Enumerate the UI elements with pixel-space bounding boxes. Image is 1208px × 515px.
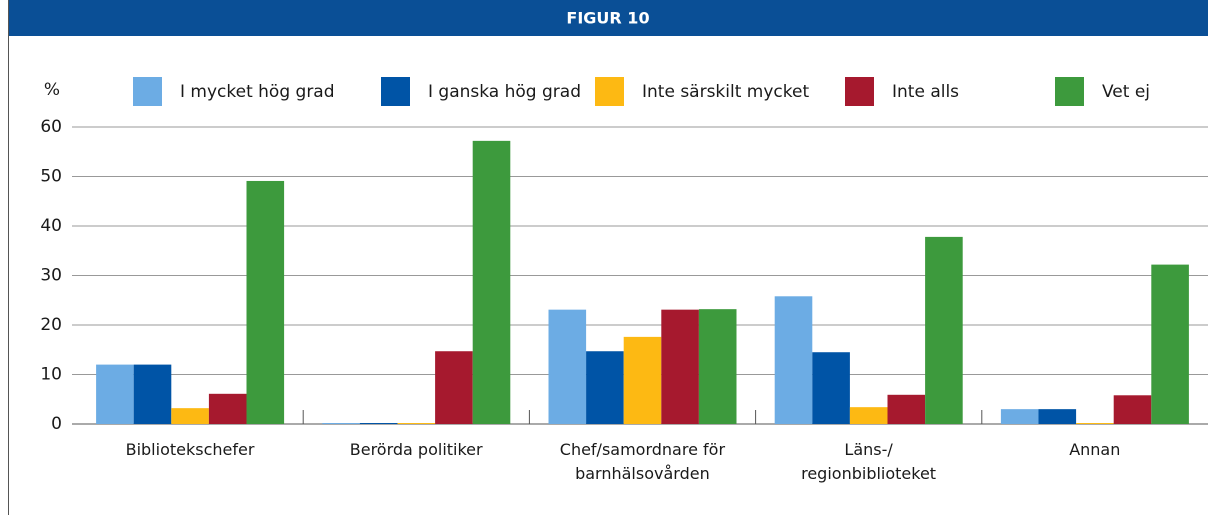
y-tick-label: 20: [40, 315, 62, 335]
bar: [246, 180, 285, 424]
bar: [359, 423, 398, 424]
y-axis-label: %: [44, 80, 60, 100]
legend-label: Vet ej: [1102, 82, 1150, 102]
bar: [1000, 409, 1039, 424]
legend-label: Inte alls: [892, 82, 959, 102]
y-tick-label: 50: [40, 167, 62, 187]
bar: [586, 351, 624, 424]
legend-swatch: [595, 77, 624, 106]
y-tick-label: 40: [40, 216, 62, 236]
bar: [208, 393, 247, 424]
bar: [623, 336, 662, 424]
bar: [397, 423, 436, 424]
bar: [849, 407, 888, 424]
y-tick-label: 30: [40, 266, 62, 286]
bar: [322, 423, 360, 424]
bar: [774, 296, 813, 424]
bar: [435, 351, 473, 424]
header-band: [8, 0, 1208, 36]
bar: [812, 352, 850, 424]
legend-label: I mycket hög grad: [180, 82, 335, 102]
bar: [1076, 423, 1114, 424]
bar: [887, 394, 926, 424]
x-tick-label: Annan: [1069, 440, 1121, 459]
y-tick-label: 60: [40, 117, 62, 137]
bar: [472, 140, 511, 425]
x-tick-label: Bibliotekschefer: [125, 440, 255, 459]
bar: [925, 236, 963, 424]
bar: [133, 364, 172, 424]
legend-label: Inte särskilt mycket: [642, 82, 809, 102]
bar: [698, 309, 737, 424]
legend-swatch: [1055, 77, 1084, 106]
legend-swatch: [133, 77, 162, 106]
bar: [548, 309, 587, 424]
bar: [1113, 395, 1152, 424]
x-tick-label: Läns-/ regionbiblioteket: [801, 440, 937, 483]
legend-swatch: [845, 77, 874, 106]
bar: [96, 364, 134, 424]
bar: [661, 309, 699, 424]
chart-title: FIGUR 10: [566, 9, 649, 28]
y-tick-label: 10: [40, 365, 62, 385]
bar: [1151, 264, 1189, 424]
x-tick-label: Chef/samordnare för barnhälsovården: [559, 440, 726, 483]
legend-swatch: [381, 77, 410, 106]
bar: [171, 408, 209, 424]
y-tick-label: 0: [51, 414, 62, 434]
legend-label: I ganska hög grad: [428, 82, 581, 102]
bar: [1038, 409, 1077, 424]
x-tick-label: Berörda politiker: [349, 440, 483, 459]
